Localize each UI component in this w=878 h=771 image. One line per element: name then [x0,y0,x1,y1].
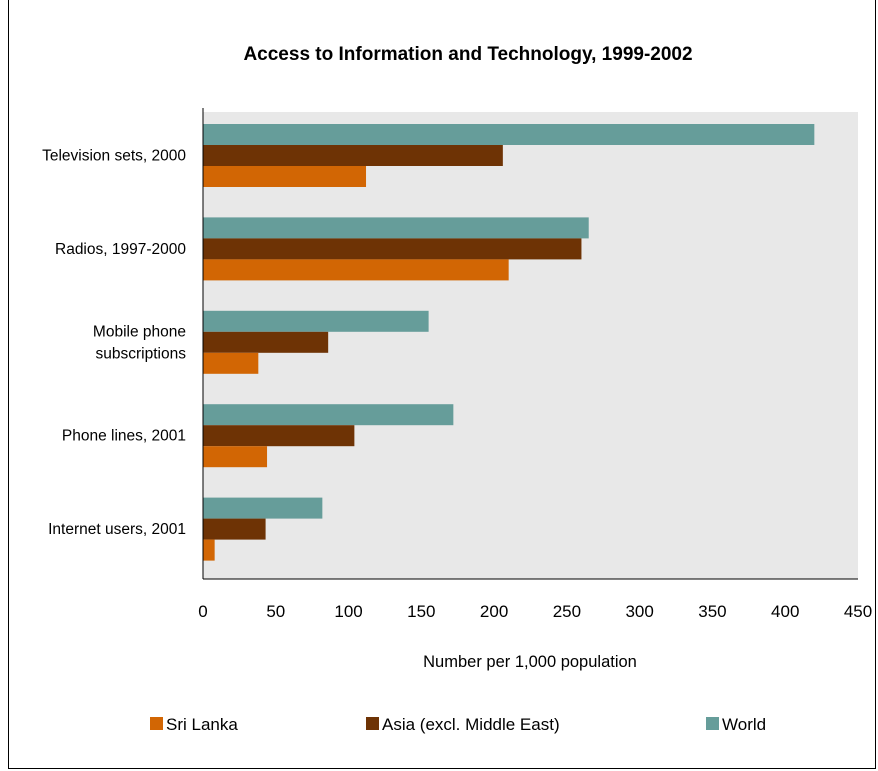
x-tick-label: 400 [771,602,799,621]
legend-swatch [366,717,379,730]
bar-asia-excl-middle-east-4 [203,518,266,540]
category-label: Internet users, 2001 [48,521,186,538]
chart-title: Access to Information and Technology, 19… [243,44,692,65]
category-label: Radios, 1997-2000 [55,241,186,258]
category-labels: Television sets, 2000 Radios, 1997-2000 Mo… [42,148,186,539]
x-tick-label: 450 [844,602,872,621]
legend-swatch [150,717,163,730]
bar-sri-lanka-1 [203,259,509,281]
bar-sri-lanka-3 [203,446,268,468]
category-label: Television sets, 2000 [42,148,186,165]
x-tick-label: 300 [625,602,653,621]
category-label: Mobile phone subscriptions [93,323,186,362]
x-tick-label: 0 [198,602,207,621]
legend-label: Sri Lanka [166,715,238,734]
legend: Sri Lanka Asia (excl. Middle East) World [150,715,766,734]
x-tick-label: 50 [266,602,285,621]
bar-world-4 [203,497,323,519]
bar-world-2 [203,310,429,332]
x-tick-label: 250 [553,602,581,621]
bar-asia-excl-middle-east-1 [203,238,582,260]
bar-world-3 [203,404,454,426]
bar-world-1 [203,217,589,239]
bar-sri-lanka-4 [203,539,215,561]
bar-asia-excl-middle-east-0 [203,145,503,166]
x-tick-labels: 0 50 100 150 200 250 300 350 400 450 [198,602,872,621]
x-axis-label: Number per 1,000 population [423,653,637,671]
bar-world-0 [203,124,815,145]
category-label: Phone lines, 2001 [62,428,186,445]
bar-asia-excl-middle-east-2 [203,331,329,353]
legend-label: Asia (excl. Middle East) [382,715,560,734]
x-tick-label: 200 [480,602,508,621]
bar-asia-excl-middle-east-3 [203,425,355,447]
bars-group [203,124,815,561]
bar-sri-lanka-0 [203,166,367,187]
x-tick-label: 150 [407,602,435,621]
x-tick-label: 100 [334,602,362,621]
legend-label: World [722,715,766,734]
bar-sri-lanka-2 [203,352,259,374]
x-tick-label: 350 [698,602,726,621]
legend-swatch [706,717,719,730]
